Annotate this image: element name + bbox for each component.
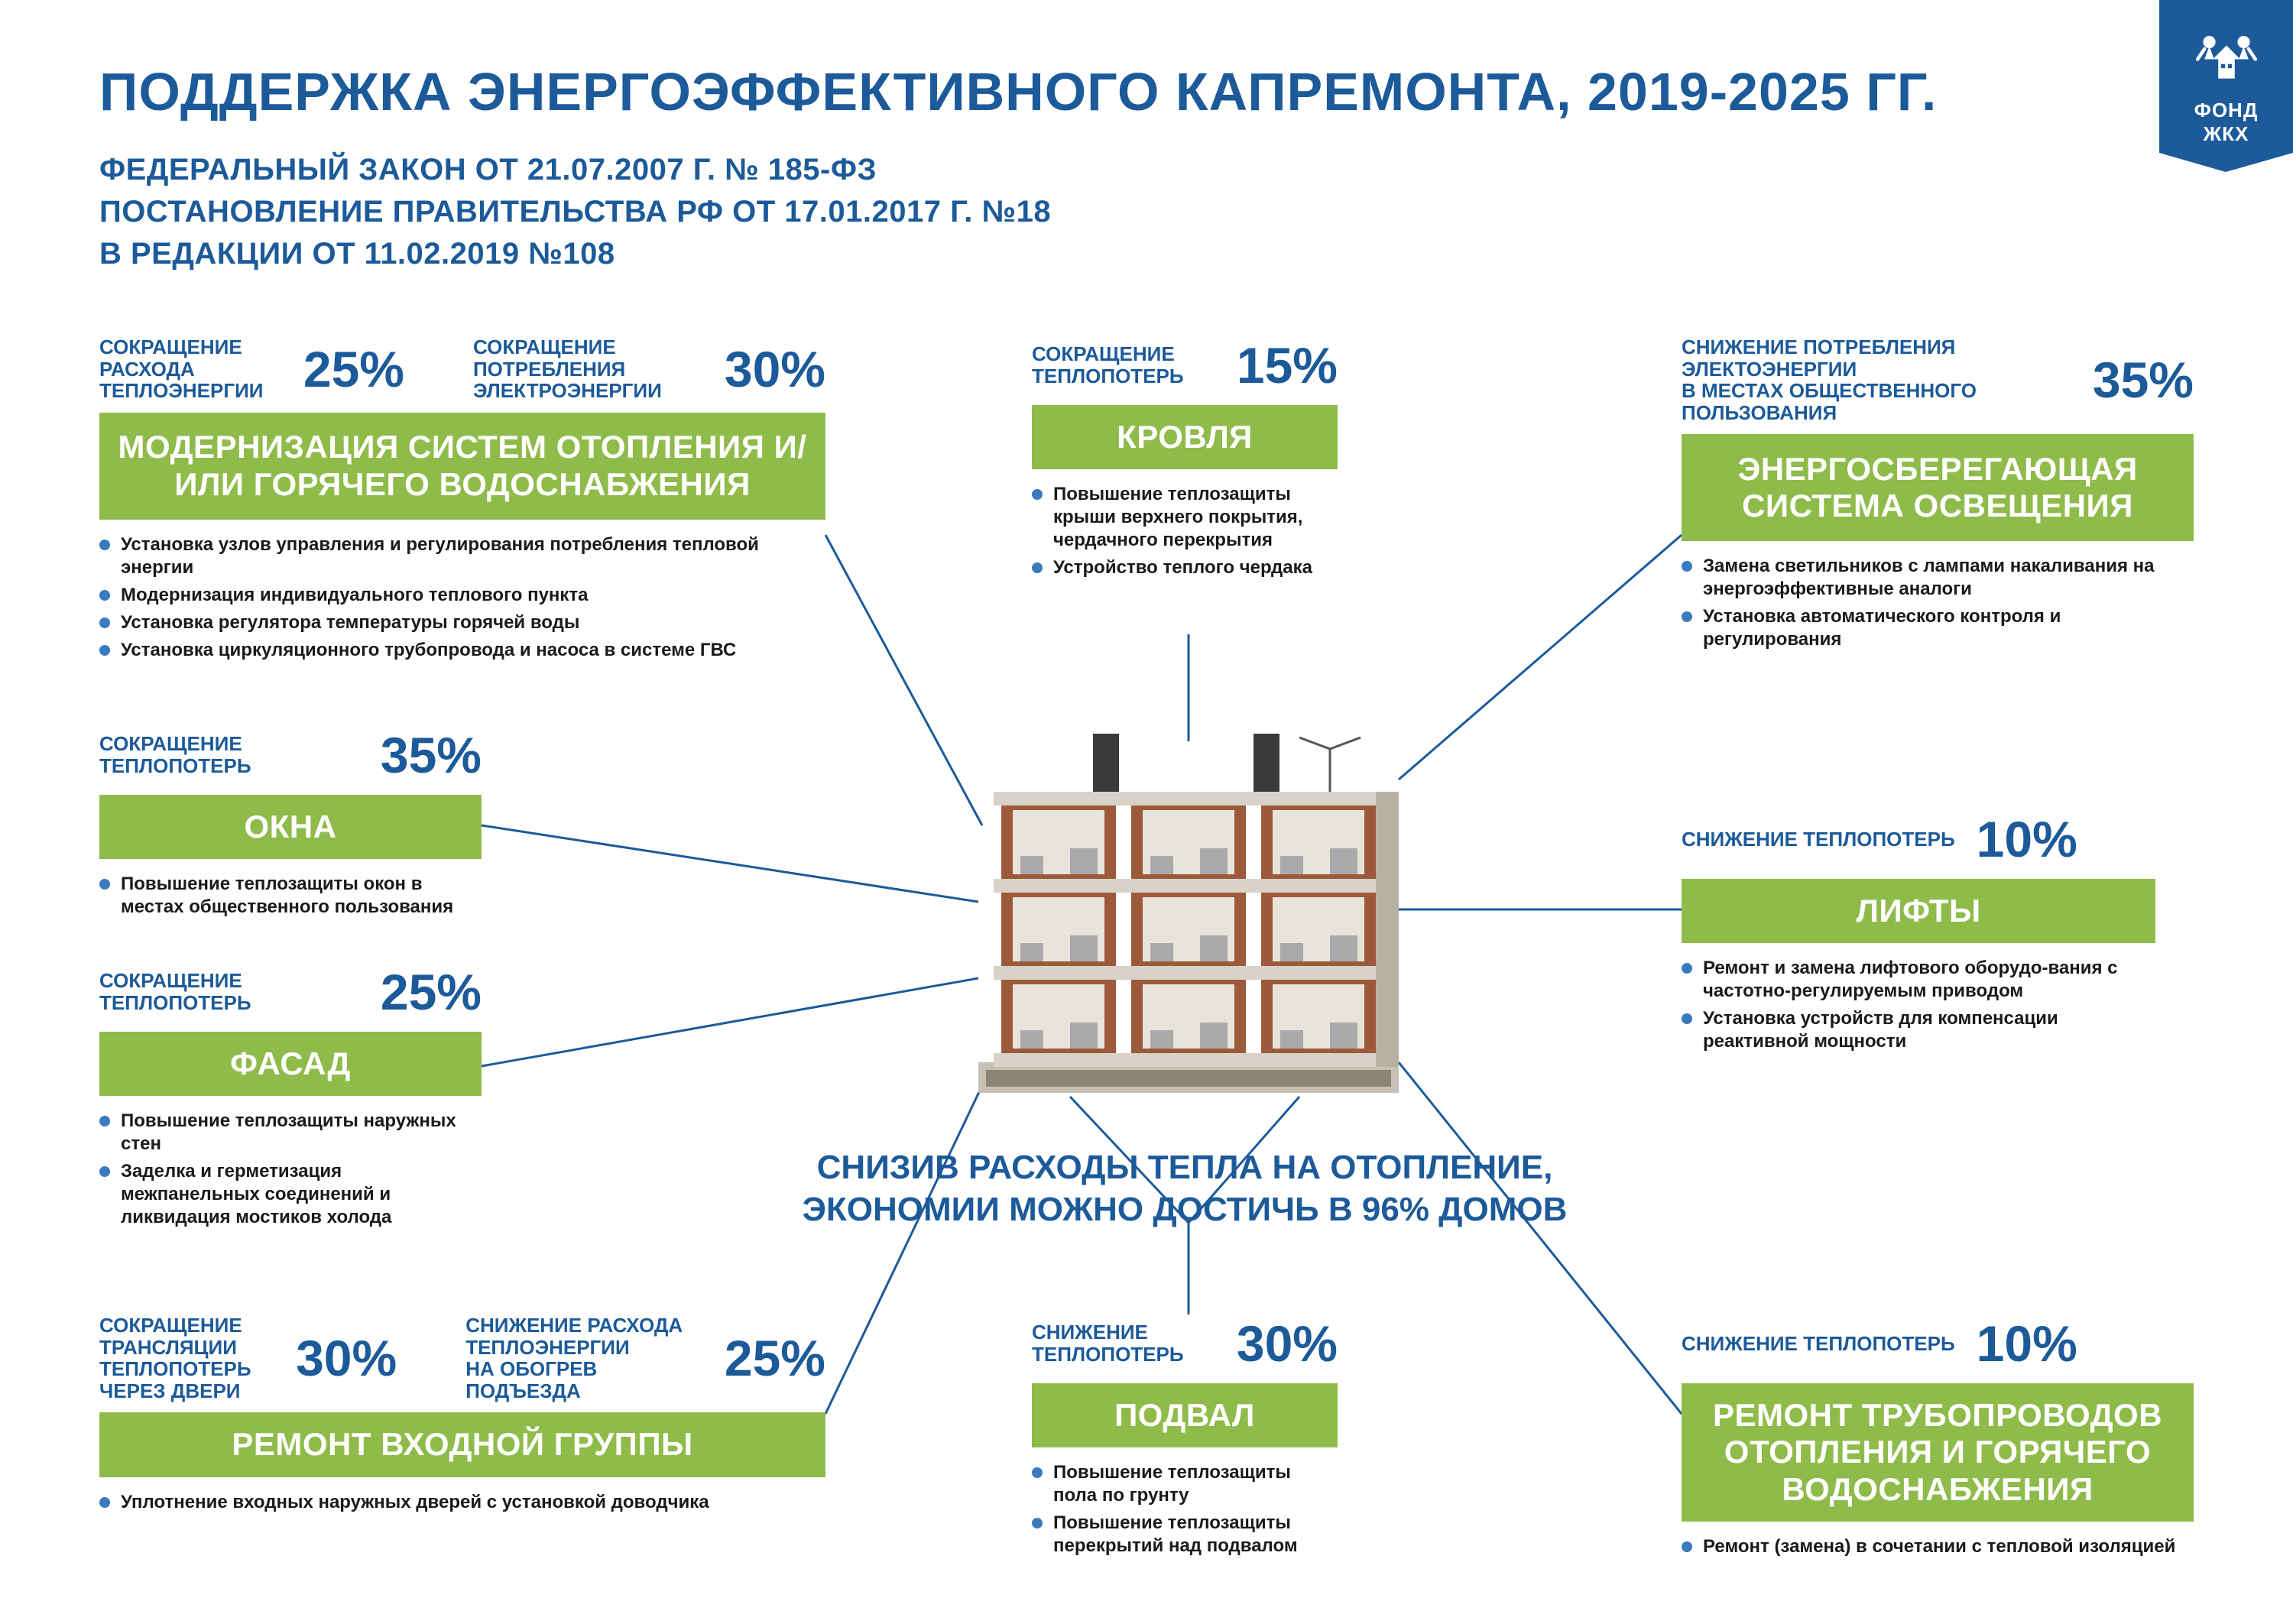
metric-label: СОКРАЩЕНИЕ РАСХОДАТЕПЛОЭНЕРГИИ — [99, 336, 282, 402]
bullet-item: Модернизация индивидуального теплового п… — [99, 584, 825, 607]
metric: СОКРАЩЕНИЕ ПОТРЕБЛЕНИЯЭЛЕКТРОЭНЕРГИИ 30% — [473, 336, 825, 402]
metric-label: СОКРАЩЕНИЕ ТЕПЛОПОТЕРЬ — [99, 733, 359, 776]
bullet-list: Ремонт и замена лифтового оборудо-вания … — [1682, 957, 2155, 1053]
bullet-item: Замена светильников с лампами накаливани… — [1682, 555, 2194, 601]
metric-value: 25% — [303, 340, 404, 398]
metric: СОКРАЩЕНИЕ ТЕПЛОПОТЕРЬ 25% — [99, 963, 482, 1021]
bullet-item: Повышение теплозащиты крыши верхнего пок… — [1032, 483, 1338, 552]
bullet-list: Уплотнение входных наружных дверей с уст… — [99, 1491, 825, 1514]
metric-value: 25% — [381, 963, 482, 1021]
bullet-item: Повышение теплозащиты пола по грунту — [1032, 1461, 1338, 1507]
metric-label: СОКРАЩЕНИЕ ТЕПЛОПОТЕРЬ — [99, 970, 359, 1013]
metrics-row: СОКРАЩЕНИЕ ТРАНСЛЯЦИИТЕПЛОПОТЕРЬ ЧЕРЕЗ Д… — [99, 1314, 825, 1402]
bullet-item: Устройство теплого чердака — [1032, 556, 1338, 579]
metric: СОКРАЩЕНИЕ РАСХОДАТЕПЛОЭНЕРГИИ 25% — [99, 336, 404, 402]
metric-label: СНИЖЕНИЕ РАСХОДА ТЕПЛОЭНЕРГИИНА ОБОГРЕВ … — [465, 1314, 703, 1402]
subtitle-1: ФЕДЕРАЛЬНЫЙ ЗАКОН ОТ 21.07.2007 Г. № 185… — [99, 153, 877, 187]
metrics-row: СНИЖЕНИЕ ТЕПЛОПОТЕРЬ 10% — [1682, 1314, 2194, 1373]
block-windows: СОКРАЩЕНИЕ ТЕПЛОПОТЕРЬ 35% ОКНА Повышение т… — [99, 726, 482, 923]
block-title-bar: РЕМОНТ ВХОДНОЙ ГРУППЫ — [99, 1412, 825, 1477]
subtitle-2: ПОСТАНОВЛЕНИЕ ПРАВИТЕЛЬСТВА РФ ОТ 17.01.… — [99, 195, 1051, 229]
metric-value: 35% — [2093, 351, 2194, 409]
metric: СОКРАЩЕНИЕ ТРАНСЛЯЦИИТЕПЛОПОТЕРЬ ЧЕРЕЗ Д… — [99, 1314, 397, 1402]
bullet-item: Ремонт (замена) в сочетании с тепловой и… — [1682, 1535, 2194, 1558]
metric: СОКРАЩЕНИЕ ТЕПЛОПОТЕРЬ 35% — [99, 726, 482, 784]
bullet-item: Повышение теплозащиты перекрытий над под… — [1032, 1512, 1338, 1558]
metric-label: СОКРАЩЕНИЕ ТРАНСЛЯЦИИТЕПЛОПОТЕРЬ ЧЕРЕЗ Д… — [99, 1314, 274, 1402]
block-pipes: СНИЖЕНИЕ ТЕПЛОПОТЕРЬ 10% РЕМОНТ ТРУБОПРОВО… — [1682, 1314, 2194, 1563]
logo-badge: ФОНДЖКХ — [2159, 0, 2293, 153]
block-title-bar: ОКНА — [99, 795, 482, 859]
logo-text: ФОНДЖКХ — [2159, 99, 2293, 146]
bullet-item: Установка регулятора температуры горячей… — [99, 611, 825, 634]
metrics-row: СОКРАЩЕНИЕ ТЕПЛОПОТЕРЬ 15% — [1032, 336, 1338, 394]
bullet-item: Установка устройств для компенсации реак… — [1682, 1007, 2155, 1053]
metric: СНИЖЕНИЕ ТЕПЛОПОТЕРЬ 30% — [1032, 1314, 1338, 1373]
bullet-item: Заделка и герметизация межпанельных соед… — [99, 1160, 482, 1229]
metric-value: 35% — [381, 726, 482, 784]
center-caption: СНИЗИВ РАСХОДЫ ТЕПЛА НА ОТОПЛЕНИЕ, ЭКОНО… — [795, 1146, 1575, 1230]
metric: СНИЖЕНИЕ ТЕПЛОПОТЕРЬ 10% — [1682, 1314, 2077, 1373]
block-lighting: СНИЖЕНИЕ ПОТРЕБЛЕНИЯ ЭЛЕКТОЭНЕРГИИВ МЕСТ… — [1682, 336, 2194, 656]
bullet-list: Установка узлов управления и регулирован… — [99, 533, 825, 662]
block-title-bar: МОДЕРНИЗАЦИЯ СИСТЕМ ОТОПЛЕНИЯ И/ИЛИ ГОРЯ… — [99, 413, 825, 520]
metric-value: 30% — [725, 340, 825, 398]
metric: СОКРАЩЕНИЕ ТЕПЛОПОТЕРЬ 15% — [1032, 336, 1338, 394]
bullet-item: Установка узлов управления и регулирован… — [99, 533, 825, 579]
metrics-row: СНИЖЕНИЕ ТЕПЛОПОТЕРЬ 10% — [1682, 810, 2155, 868]
block-roof: СОКРАЩЕНИЕ ТЕПЛОПОТЕРЬ 15% КРОВЛЯ Повышение… — [1032, 336, 1338, 584]
bullet-list: Повышение теплозащиты крыши верхнего пок… — [1032, 483, 1338, 579]
block-title-bar: ЭНЕРГОСБЕРЕГАЮЩАЯ СИСТЕМА ОСВЕЩЕНИЯ — [1682, 434, 2194, 541]
metrics-row: СНИЖЕНИЕ ТЕПЛОПОТЕРЬ 30% — [1032, 1314, 1338, 1373]
block-heating: СОКРАЩЕНИЕ РАСХОДАТЕПЛОЭНЕРГИИ25%СОКРАЩЕ… — [99, 336, 825, 666]
metric-value: 30% — [1237, 1314, 1338, 1373]
logo-house-icon — [2192, 21, 2261, 90]
block-title-bar: ПОДВАЛ — [1032, 1383, 1338, 1447]
metric: СНИЖЕНИЕ ПОТРЕБЛЕНИЯ ЭЛЕКТОЭНЕРГИИВ МЕСТ… — [1682, 336, 2194, 423]
metric: СНИЖЕНИЕ ТЕПЛОПОТЕРЬ 10% — [1682, 810, 2077, 868]
subtitle-3: В РЕДАКЦИИ ОТ 11.02.2019 №108 — [99, 237, 615, 271]
bullet-item: Повышение теплозащиты наружных стен — [99, 1110, 482, 1156]
block-title-bar: РЕМОНТ ТРУБОПРОВОДОВ ОТОПЛЕНИЯ И ГОРЯЧЕГ… — [1682, 1383, 2194, 1522]
metric-label: СНИЖЕНИЕ ТЕПЛОПОТЕРЬ — [1682, 1333, 1955, 1355]
metrics-row: СОКРАЩЕНИЕ ТЕПЛОПОТЕРЬ 25% — [99, 963, 482, 1021]
bullet-item: Установка циркуляционного трубопровода и… — [99, 639, 825, 662]
block-entrance: СОКРАЩЕНИЕ ТРАНСЛЯЦИИТЕПЛОПОТЕРЬ ЧЕРЕЗ Д… — [99, 1314, 825, 1519]
page-title: ПОДДЕРЖКА ЭНЕРГОЭФФЕКТИВНОГО КАПРЕМОНТА,… — [99, 61, 1937, 122]
block-basement: СНИЖЕНИЕ ТЕПЛОПОТЕРЬ 30% ПОДВАЛ Повышение т… — [1032, 1314, 1338, 1562]
bullet-list: Повышение теплозащиты наружных стенЗадел… — [99, 1110, 482, 1229]
metric-label: СОКРАЩЕНИЕ ТЕПЛОПОТЕРЬ — [1032, 343, 1215, 387]
bullet-list: Ремонт (замена) в сочетании с тепловой и… — [1682, 1535, 2194, 1558]
metric-label: СНИЖЕНИЕ ТЕПЛОПОТЕРЬ — [1682, 828, 1955, 851]
metric-value: 25% — [725, 1329, 825, 1387]
metric-value: 15% — [1237, 336, 1338, 394]
metrics-row: СОКРАЩЕНИЕ РАСХОДАТЕПЛОЭНЕРГИИ25%СОКРАЩЕ… — [99, 336, 825, 402]
metrics-row: СОКРАЩЕНИЕ ТЕПЛОПОТЕРЬ 35% — [99, 726, 482, 784]
metric-value: 30% — [296, 1329, 397, 1387]
block-lifts: СНИЖЕНИЕ ТЕПЛОПОТЕРЬ 10% ЛИФТЫ Ремонт и зам… — [1682, 810, 2155, 1058]
bullet-item: Повышение теплозащиты окон в местах обще… — [99, 873, 482, 919]
bullet-list: Замена светильников с лампами накаливани… — [1682, 555, 2194, 651]
bullet-item: Уплотнение входных наружных дверей с уст… — [99, 1491, 825, 1514]
block-title-bar: ФАСАД — [99, 1032, 482, 1096]
bullet-item: Установка автоматического контроля и рег… — [1682, 605, 2194, 651]
block-title-bar: ЛИФТЫ — [1682, 879, 2155, 943]
bullet-list: Повышение теплозащиты пола по грунту Повы… — [1032, 1461, 1338, 1558]
metric-label: СНИЖЕНИЕ ТЕПЛОПОТЕРЬ — [1032, 1321, 1215, 1365]
metric-label: СОКРАЩЕНИЕ ПОТРЕБЛЕНИЯЭЛЕКТРОЭНЕРГИИ — [473, 336, 703, 402]
building-illustration — [971, 734, 1406, 1100]
metric-label: СНИЖЕНИЕ ПОТРЕБЛЕНИЯ ЭЛЕКТОЭНЕРГИИВ МЕСТ… — [1682, 336, 2071, 423]
bullet-item: Ремонт и замена лифтового оборудо-вания … — [1682, 957, 2155, 1003]
metric: СНИЖЕНИЕ РАСХОДА ТЕПЛОЭНЕРГИИНА ОБОГРЕВ … — [465, 1314, 825, 1402]
metric-value: 10% — [1977, 1314, 2077, 1373]
block-title-bar: КРОВЛЯ — [1032, 405, 1338, 469]
metrics-row: СНИЖЕНИЕ ПОТРЕБЛЕНИЯ ЭЛЕКТОЭНЕРГИИВ МЕСТ… — [1682, 336, 2194, 423]
metric-value: 10% — [1977, 810, 2077, 868]
block-facade: СОКРАЩЕНИЕ ТЕПЛОПОТЕРЬ 25% ФАСАД Повышение … — [99, 963, 482, 1233]
bullet-list: Повышение теплозащиты окон в местах обще… — [99, 873, 482, 919]
